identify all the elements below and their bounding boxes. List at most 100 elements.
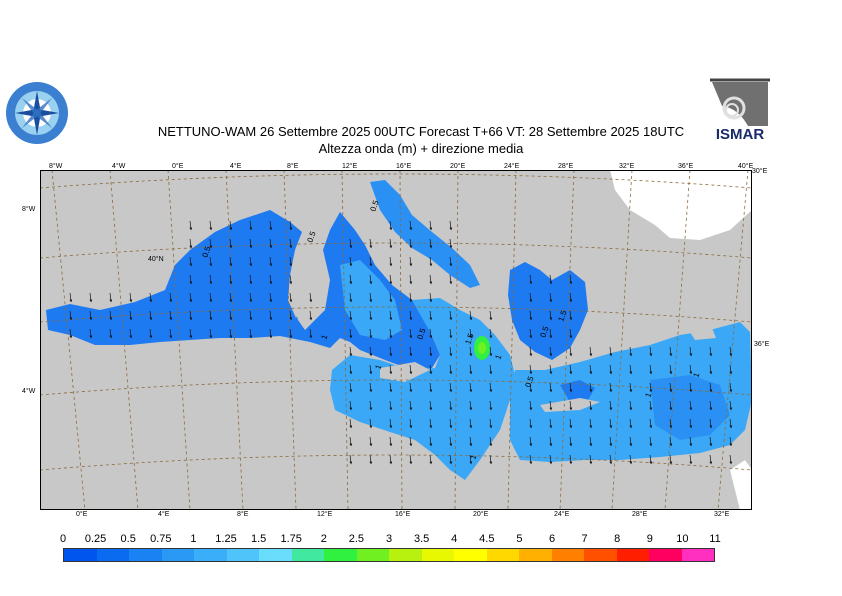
- direction-arrow: [409, 310, 413, 321]
- direction-arrow: [689, 418, 693, 429]
- direction-arrow: [469, 454, 473, 465]
- direction-arrow: [689, 436, 693, 447]
- colorbar-label: 3: [385, 533, 393, 545]
- direction-arrow: [69, 292, 73, 303]
- contour-label: 1: [643, 391, 653, 399]
- top-tick-label: 32°E: [619, 163, 635, 170]
- colorbar-label: 3.5: [413, 533, 430, 545]
- bottom-tick-label: 28°E: [632, 511, 648, 518]
- direction-arrow: [449, 454, 453, 465]
- direction-arrow: [429, 454, 433, 465]
- direction-arrow: [409, 418, 413, 429]
- direction-arrow: [729, 436, 733, 447]
- direction-arrow: [229, 274, 233, 285]
- direction-arrow: [429, 346, 433, 357]
- direction-arrow: [429, 418, 433, 429]
- direction-arrow: [629, 436, 633, 447]
- direction-arrow: [669, 454, 673, 465]
- direction-arrow: [249, 310, 253, 321]
- direction-arrow: [569, 328, 573, 339]
- direction-arrow: [449, 418, 453, 429]
- top-tick-label: 8°E: [287, 163, 299, 170]
- bottom-tick-label: 12°E: [317, 511, 333, 518]
- direction-arrow: [429, 364, 433, 375]
- direction-arrow: [389, 220, 393, 231]
- bottom-tick-label: 32°E: [714, 511, 730, 518]
- colorbar-label: 4: [451, 533, 458, 545]
- direction-arrow: [229, 238, 233, 249]
- colorbar-label: 7: [581, 533, 588, 545]
- direction-arrow: [569, 418, 573, 429]
- direction-arrow: [249, 220, 253, 231]
- direction-arrow: [389, 256, 393, 267]
- direction-arrow: [689, 346, 693, 357]
- direction-arrow: [529, 274, 533, 285]
- direction-arrow: [449, 436, 453, 447]
- direction-arrow: [569, 346, 573, 357]
- colorbar-segment: [584, 549, 617, 561]
- direction-arrow: [289, 328, 293, 339]
- direction-arrow: [569, 274, 573, 285]
- direction-arrow: [309, 310, 313, 321]
- direction-arrow: [569, 454, 573, 465]
- direction-arrow: [249, 238, 253, 249]
- colorbar-label: 1: [190, 533, 197, 545]
- direction-arrow: [309, 328, 313, 339]
- direction-arrow: [349, 400, 353, 411]
- direction-arrow: [469, 436, 473, 447]
- direction-arrow: [609, 454, 613, 465]
- direction-arrow: [349, 292, 353, 303]
- direction-arrow: [569, 400, 573, 411]
- wave-maximum-core: [478, 342, 486, 354]
- direction-arrow: [669, 400, 673, 411]
- direction-arrow: [229, 220, 233, 231]
- direction-arrow: [229, 328, 233, 339]
- direction-arrow: [629, 364, 633, 375]
- direction-arrow: [529, 346, 533, 357]
- direction-arrow: [729, 382, 733, 393]
- direction-arrow: [709, 400, 713, 411]
- direction-arrow: [369, 274, 373, 285]
- colorbar-segment: [454, 549, 487, 561]
- contour-label: 1: [691, 371, 701, 379]
- direction-arrow: [589, 346, 593, 357]
- top-tick-label: 12°E: [342, 163, 358, 170]
- colorbar-label: 8: [614, 533, 621, 545]
- contour-label: 0.5: [305, 230, 317, 244]
- colorbar-label: 2.5: [348, 533, 365, 545]
- direction-arrow: [129, 292, 133, 303]
- direction-arrow: [649, 382, 653, 393]
- top-tick-label: 20°E: [450, 163, 466, 170]
- direction-arrow: [189, 238, 193, 249]
- direction-arrow: [729, 364, 733, 375]
- direction-arrow: [649, 400, 653, 411]
- direction-arrow: [709, 454, 713, 465]
- bottom-tick-label: 0°E: [76, 511, 88, 518]
- colorbar-segment: [551, 549, 584, 561]
- direction-arrow: [609, 436, 613, 447]
- direction-arrow: [469, 400, 473, 411]
- direction-arrow: [429, 274, 433, 285]
- left-tick-label: 8°W: [22, 206, 36, 213]
- direction-arrow: [69, 328, 73, 339]
- direction-arrow: [489, 346, 493, 357]
- direction-arrow: [429, 292, 433, 303]
- colorbar-label: 1.75: [280, 533, 302, 545]
- colorbar-segment: [129, 549, 162, 561]
- direction-arrow: [549, 364, 553, 375]
- direction-arrow: [409, 292, 413, 303]
- outside-domain-area: [610, 170, 752, 240]
- direction-arrow: [369, 310, 373, 321]
- top-right-tick-label: 30°E: [752, 168, 768, 175]
- direction-arrow: [589, 400, 593, 411]
- direction-arrow: [649, 418, 653, 429]
- direction-arrow: [209, 328, 213, 339]
- direction-arrow: [689, 382, 693, 393]
- direction-arrow: [229, 292, 233, 303]
- direction-arrow: [549, 292, 553, 303]
- direction-arrow: [89, 328, 93, 339]
- direction-arrow: [709, 364, 713, 375]
- direction-arrow: [609, 364, 613, 375]
- colorbar-segment: [389, 549, 422, 561]
- colorbar-label: 4.5: [479, 533, 495, 545]
